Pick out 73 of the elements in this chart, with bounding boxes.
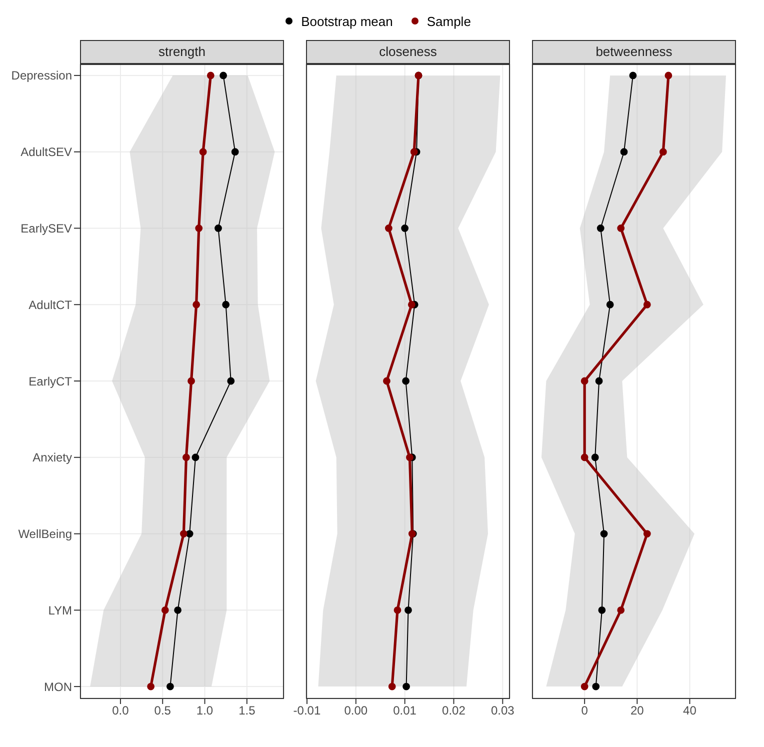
point <box>147 682 155 690</box>
point <box>180 530 188 538</box>
x-tick-label: 0.00 <box>344 704 368 718</box>
x-tick-label: 0.01 <box>393 704 417 718</box>
x-tick-label: 0.02 <box>442 704 466 718</box>
point <box>384 224 392 232</box>
point <box>192 454 200 462</box>
y-tick-label: Depression <box>11 68 72 83</box>
point <box>659 148 667 156</box>
point <box>383 377 390 385</box>
point <box>402 377 410 385</box>
point <box>231 148 239 156</box>
x-tick-label: 20 <box>630 704 644 718</box>
point <box>161 606 169 614</box>
point <box>629 72 637 80</box>
point <box>182 454 190 462</box>
y-tick-label: LYM <box>48 603 72 618</box>
x-tick-label: 1.0 <box>196 704 214 718</box>
point <box>617 606 625 614</box>
x-tick-label: 0.0 <box>112 704 130 718</box>
point <box>592 682 600 690</box>
point <box>580 454 588 462</box>
point <box>388 682 396 690</box>
point <box>596 224 604 232</box>
x-tick-label: -0.01 <box>293 704 321 718</box>
y-tick-label: EarlyCT <box>28 374 73 388</box>
point <box>401 224 409 232</box>
point <box>404 606 412 614</box>
point <box>214 224 222 232</box>
point <box>402 682 410 690</box>
point <box>408 300 416 308</box>
point <box>620 148 628 156</box>
y-tick-label: WellBeing <box>18 527 72 542</box>
y-tick-label: EarlySEV <box>20 221 72 236</box>
point <box>394 606 402 614</box>
point <box>195 224 203 232</box>
legend-label: Sample <box>426 14 471 28</box>
y-tick-label: Anxiety <box>32 450 72 465</box>
chart-title: betweenness <box>532 40 736 64</box>
point <box>206 72 214 80</box>
point <box>643 530 651 538</box>
point <box>617 224 625 232</box>
x-tick-label: 1.5 <box>238 704 256 718</box>
point <box>643 300 651 308</box>
point <box>220 72 228 80</box>
point <box>595 377 603 385</box>
x-tick-label: 40 <box>683 704 697 718</box>
point <box>199 148 207 156</box>
legend-label: Bootstrap mean <box>301 14 393 28</box>
point <box>186 530 194 538</box>
point <box>227 377 235 385</box>
point <box>591 454 599 462</box>
point <box>600 530 608 538</box>
x-tick-label: 0 <box>581 704 588 718</box>
point <box>222 300 230 308</box>
y-tick-label: AdultSEV <box>20 145 72 160</box>
point <box>188 377 195 385</box>
chart-title: strength <box>80 40 284 64</box>
x-tick-label: 0.5 <box>154 704 172 718</box>
point <box>606 300 614 308</box>
point <box>166 682 174 690</box>
chart-title: closeness <box>306 40 510 64</box>
point <box>174 606 182 614</box>
x-tick-label: 0.03 <box>490 704 515 718</box>
y-tick-label: MON <box>44 680 72 694</box>
y-tick-label: AdultCT <box>28 298 73 312</box>
point <box>406 454 414 462</box>
point <box>580 377 588 385</box>
point <box>580 682 588 690</box>
point <box>598 606 606 614</box>
point <box>192 300 200 308</box>
point <box>664 72 672 80</box>
point <box>410 148 418 156</box>
